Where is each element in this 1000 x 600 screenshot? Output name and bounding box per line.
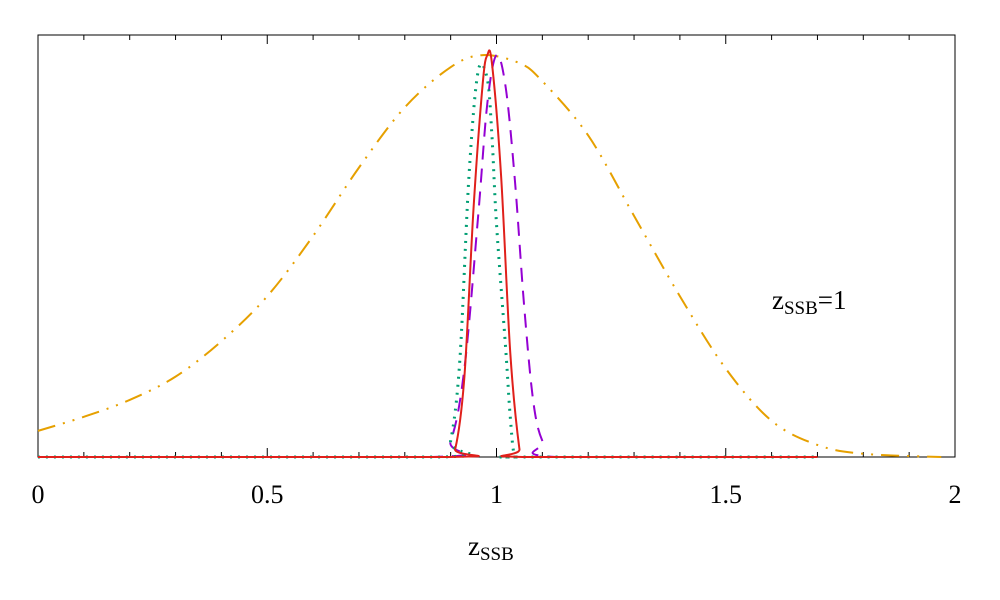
annotation-main: z xyxy=(772,285,784,315)
x-tick-label-2: 1 xyxy=(490,480,503,509)
annotation-suffix: =1 xyxy=(818,285,847,315)
series-line-2 xyxy=(37,62,818,459)
series-layer xyxy=(37,49,942,459)
annotation-sub: SSB xyxy=(784,298,818,319)
x-axis-label: zSSB xyxy=(468,531,514,565)
series-line-1 xyxy=(37,53,818,459)
x-tick-label-1: 0.5 xyxy=(251,480,284,509)
plot-frame xyxy=(37,34,956,458)
x-axis-label-main: z xyxy=(468,531,480,561)
x-tick-labels: 0 0.5 1 1.5 2 xyxy=(32,480,962,509)
x-ticks xyxy=(37,35,956,457)
x-tick-label-3: 1.5 xyxy=(710,480,743,509)
x-tick-label-4: 2 xyxy=(949,480,962,509)
series-line-3 xyxy=(37,49,818,459)
x-axis-label-sub: SSB xyxy=(480,544,514,565)
annotation: zSSB=1 xyxy=(772,285,847,319)
x-tick-label-0: 0 xyxy=(32,480,45,509)
